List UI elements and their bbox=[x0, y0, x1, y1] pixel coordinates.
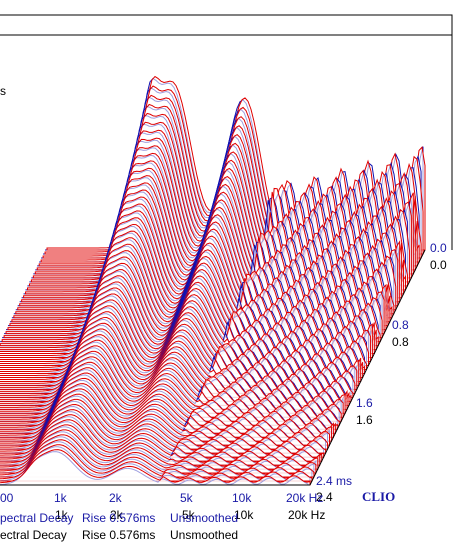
time-label: 0.8 bbox=[392, 335, 409, 349]
legend-text: pectral Decay bbox=[0, 511, 73, 525]
legend-text: Rise 0.576ms bbox=[82, 511, 155, 525]
waterfall-slices bbox=[0, 75, 426, 486]
legend-text: Unsmoothed bbox=[170, 528, 238, 542]
legend-text: Rise 0.576ms bbox=[82, 528, 155, 542]
time-label: 0.0 bbox=[430, 258, 447, 272]
freq-label: 10k bbox=[232, 491, 252, 505]
freq-label: 20k Hz bbox=[288, 508, 325, 522]
time-label: 0.8 bbox=[392, 318, 409, 332]
top-frame bbox=[0, 14, 453, 36]
freq-label: 5k bbox=[182, 508, 196, 522]
freq-label: 10k bbox=[234, 508, 254, 522]
brand: CLIO bbox=[362, 489, 395, 504]
freq-label: 5k bbox=[180, 491, 194, 505]
freq-label: 20k Hz bbox=[286, 491, 323, 505]
time-label: 2.4 bbox=[316, 490, 333, 504]
legend-text: Unsmoothed bbox=[170, 511, 238, 525]
left-label: s bbox=[0, 84, 6, 98]
time-label: 2.4 ms bbox=[316, 474, 352, 488]
freq-label: 00 bbox=[0, 491, 14, 505]
legend-text: ectral Decay bbox=[0, 528, 67, 542]
time-label: 1.6 bbox=[356, 396, 373, 410]
time-label: 1.6 bbox=[356, 413, 373, 427]
time-label: 0.0 bbox=[430, 241, 447, 255]
decay-slice bbox=[0, 449, 311, 486]
axis-line bbox=[309, 249, 426, 486]
freq-label: 2k bbox=[109, 491, 123, 505]
freq-label: 1k bbox=[55, 508, 69, 522]
freq-label: 2k bbox=[110, 508, 124, 522]
freq-label: 1k bbox=[54, 491, 68, 505]
